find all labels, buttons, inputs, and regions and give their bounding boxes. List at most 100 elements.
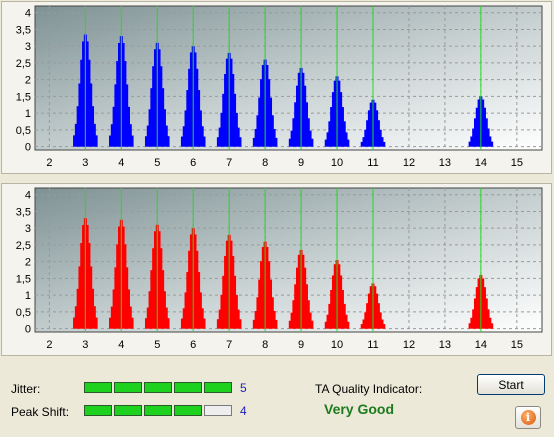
x-tick-label: 2 <box>46 339 52 351</box>
histogram-bar <box>112 289 116 329</box>
histogram-bar <box>236 309 240 329</box>
histogram-bar <box>303 85 307 147</box>
histogram-bar <box>258 279 262 329</box>
jitter-value: 5 <box>240 381 247 395</box>
info-button[interactable]: i <box>515 406 541 429</box>
histogram-bar <box>202 136 206 147</box>
histogram-bar <box>76 288 80 329</box>
x-tick-label: 11 <box>367 157 378 169</box>
histogram-bar <box>297 254 301 329</box>
x-tick-label: 14 <box>475 339 487 351</box>
histogram-bar <box>80 59 84 147</box>
histogram-bar <box>373 286 377 329</box>
histogram-bar <box>128 124 132 147</box>
y-tick-label: 4 <box>25 8 31 20</box>
histogram-bar <box>366 303 370 329</box>
histogram-bar <box>234 294 238 329</box>
histogram-bar <box>121 42 125 147</box>
histogram-bar <box>488 317 492 329</box>
histogram-bar <box>270 115 274 147</box>
histogram-bar <box>292 118 296 147</box>
histogram-bar <box>118 42 121 147</box>
histogram-bar <box>470 136 474 147</box>
histogram-bar <box>369 102 373 147</box>
histogram-bar <box>164 307 168 329</box>
histogram-bar <box>76 106 80 147</box>
histogram-bar <box>164 125 168 147</box>
histogram-bar <box>222 275 226 329</box>
meter-segment <box>114 382 142 393</box>
y-tick-label: 4 <box>25 190 31 202</box>
histogram-bar <box>331 92 335 147</box>
histogram-bar <box>294 102 298 147</box>
histogram-bar <box>256 115 260 147</box>
histogram-bar <box>310 320 314 329</box>
meter-segment <box>114 405 142 416</box>
histogram-bar <box>488 136 492 147</box>
start-button[interactable]: Start <box>477 374 545 395</box>
histogram-bar <box>146 125 150 147</box>
histogram-bar <box>261 64 265 147</box>
quality-indicator-label: TA Quality Indicator: <box>315 382 423 396</box>
histogram-bar <box>326 314 330 329</box>
histogram-bar <box>306 300 310 329</box>
quality-indicator-value: Very Good <box>324 401 395 417</box>
histogram-bar <box>292 300 296 329</box>
y-tick-label: 3,5 <box>16 24 31 36</box>
peak-shift-label: Peak Shift: <box>11 405 70 419</box>
histogram-bar <box>109 317 113 329</box>
histogram-bar <box>484 298 488 329</box>
x-tick-label: 8 <box>262 157 268 169</box>
y-tick-label: 2,5 <box>16 58 31 70</box>
histogram-bar <box>346 321 350 329</box>
histogram-bar <box>375 110 379 147</box>
histogram-bar <box>238 137 242 147</box>
histogram-bar <box>373 102 377 147</box>
histogram-bar <box>254 128 258 147</box>
histogram-bar <box>233 93 237 147</box>
histogram-bar <box>344 132 348 147</box>
histogram-bar <box>360 141 364 147</box>
histogram-bar <box>82 41 86 147</box>
histogram-bar <box>182 308 186 329</box>
histogram-bar <box>310 138 314 147</box>
x-tick-label: 13 <box>439 157 451 169</box>
histogram-bar <box>378 129 382 147</box>
histogram-bar <box>254 310 258 329</box>
histogram-bar <box>82 224 86 329</box>
x-tick-label: 12 <box>403 157 415 169</box>
histogram-bar <box>472 309 476 329</box>
x-tick-label: 6 <box>190 157 196 169</box>
histogram-bar <box>184 292 188 329</box>
histogram-bar <box>222 93 226 147</box>
x-tick-label: 10 <box>331 157 343 169</box>
histogram-bar <box>109 135 113 147</box>
histogram-bar <box>80 243 84 329</box>
peak-shift-meter <box>84 405 232 416</box>
histogram-bar <box>482 287 486 329</box>
histogram-bar <box>295 267 299 329</box>
histogram-bar <box>182 126 186 147</box>
y-tick-label: 0 <box>25 142 31 154</box>
histogram-bar <box>272 310 276 329</box>
histogram-bar <box>184 110 188 147</box>
histogram-bar <box>472 128 476 147</box>
histogram-bar <box>110 124 114 147</box>
histogram-bar <box>229 240 233 329</box>
histogram-bar <box>380 137 384 147</box>
histogram-bar <box>333 80 337 147</box>
histogram-bar <box>366 120 370 147</box>
histogram-bar <box>216 137 220 147</box>
histogram-bar <box>270 297 274 329</box>
histogram-bar <box>364 312 368 329</box>
jitter-label: Jitter: <box>11 382 41 396</box>
meter-segment <box>144 405 172 416</box>
histogram-bar <box>229 58 233 147</box>
histogram-bar <box>484 118 488 147</box>
histogram-bar <box>73 135 77 147</box>
histogram-bar <box>367 293 371 329</box>
y-tick-label: 0,5 <box>16 125 31 137</box>
histogram-bar <box>233 275 237 329</box>
histogram-bar <box>114 84 118 147</box>
meter-segment <box>84 382 112 393</box>
